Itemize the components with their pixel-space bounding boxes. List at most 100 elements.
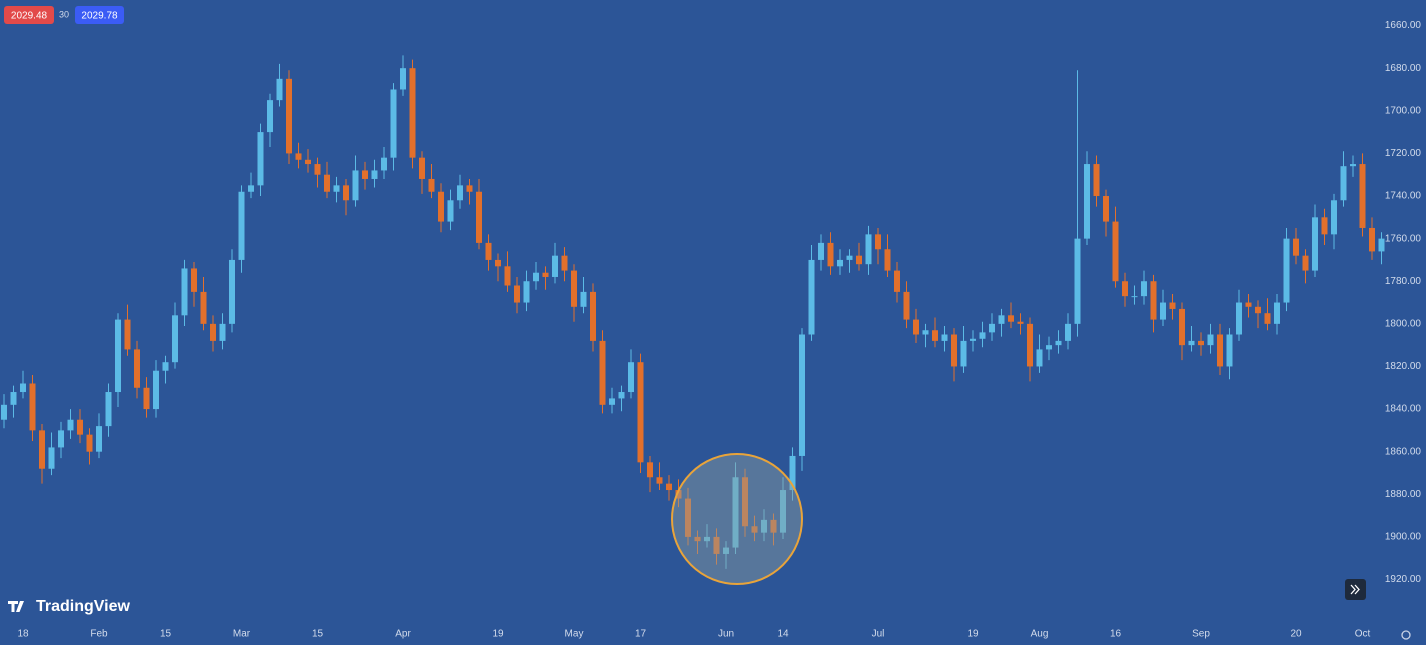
candle-body (343, 185, 349, 201)
candle-body (400, 68, 406, 90)
candle-body (1074, 238, 1081, 324)
candle-body (1283, 238, 1290, 303)
candle-body (1093, 164, 1100, 197)
candle-body (1131, 296, 1138, 298)
y-tick-label: 1900.00 (1385, 532, 1422, 543)
candle-body (941, 334, 948, 341)
candle-body (913, 319, 919, 335)
y-tick-label: 1880.00 (1385, 489, 1422, 500)
candle-body (903, 291, 910, 320)
x-tick-label: 20 (1290, 629, 1302, 640)
candle-body (134, 349, 140, 388)
candle-body (153, 370, 159, 410)
candle-body (115, 319, 121, 393)
candle-body (514, 285, 520, 303)
candle-body (694, 536, 701, 542)
candle-body (210, 323, 216, 341)
candle-body (1245, 302, 1252, 307)
candle-body (1226, 334, 1233, 367)
candle-body (1027, 323, 1033, 367)
candle-body (1321, 217, 1328, 235)
candle-body (666, 483, 672, 491)
candle-body (808, 259, 815, 335)
candle-body (1169, 302, 1176, 309)
candle-body (951, 334, 957, 367)
y-tick-label: 1840.00 (1385, 404, 1422, 415)
candle-body (1236, 302, 1242, 335)
candle-body (314, 164, 321, 175)
candle-body (428, 178, 435, 192)
candle-body (352, 170, 359, 201)
candle-body (979, 332, 986, 339)
candle-body (922, 330, 929, 335)
x-tick-label: 18 (17, 629, 29, 640)
candle-body (257, 132, 264, 186)
spread: 30 (59, 9, 69, 19)
candle-body (865, 234, 872, 265)
candle-body (761, 519, 767, 533)
candle-body (818, 242, 824, 260)
candle-body (704, 536, 710, 542)
candle-body (1103, 196, 1109, 222)
candle-body (191, 268, 197, 292)
candle-body (1, 404, 7, 420)
x-tick-label: Aug (1031, 629, 1049, 640)
candle-body (533, 272, 539, 282)
candle-body (1274, 302, 1280, 324)
candle-body (894, 270, 900, 292)
candle-body (248, 185, 254, 192)
buy-badge[interactable] (75, 6, 124, 24)
candle-body (172, 315, 178, 363)
candle-body (799, 334, 805, 456)
candle-body (381, 157, 387, 171)
y-tick-label: 1720.00 (1385, 148, 1422, 159)
candle-body (1112, 221, 1119, 282)
logo-icon (8, 601, 24, 612)
candle-body (960, 340, 967, 367)
candle-body (1141, 281, 1147, 297)
highlight-circle (671, 453, 803, 585)
candle-body (39, 430, 45, 469)
sell-badge[interactable] (4, 6, 54, 24)
candle-body (656, 477, 663, 484)
candle-body (609, 398, 615, 405)
candle-body (523, 281, 530, 303)
plot-area (1, 55, 1385, 569)
y-tick-label: 1700.00 (1385, 105, 1422, 116)
candle-body (143, 387, 150, 410)
y-tick-label: 1680.00 (1385, 63, 1422, 74)
x-tick-label: May (565, 629, 584, 640)
candle-body (305, 159, 311, 165)
candle-body (675, 490, 682, 499)
candle-body (599, 340, 606, 405)
candle-body (827, 242, 834, 267)
settings-icon[interactable] (1401, 630, 1411, 640)
candle-body (856, 255, 862, 265)
candle-body (932, 330, 938, 341)
candle-body (751, 526, 758, 533)
candle-body (742, 477, 748, 527)
candle-body (409, 68, 416, 158)
x-tick-label: Jun (718, 629, 734, 640)
candle-body (466, 185, 473, 192)
x-tick-label: 17 (635, 629, 647, 640)
candle-body (295, 153, 302, 160)
candle-body (1293, 238, 1299, 256)
candle-body (1198, 340, 1204, 346)
candle-body (1312, 217, 1318, 271)
candle-body (162, 362, 169, 371)
candle-body (732, 477, 739, 548)
y-tick-label: 1860.00 (1385, 446, 1422, 457)
y-tick-label: 1920.00 (1385, 574, 1422, 585)
x-tick-label: Sep (1192, 629, 1210, 640)
candle-body (1369, 227, 1375, 252)
candle-body (419, 157, 425, 179)
candle-body (447, 200, 454, 222)
x-tick-label: Apr (395, 629, 411, 640)
candle-body (837, 259, 843, 267)
candle-body (628, 362, 634, 393)
candle-body (105, 392, 112, 427)
y-tick-label: 1660.00 (1385, 20, 1422, 31)
candle-body (10, 392, 17, 405)
